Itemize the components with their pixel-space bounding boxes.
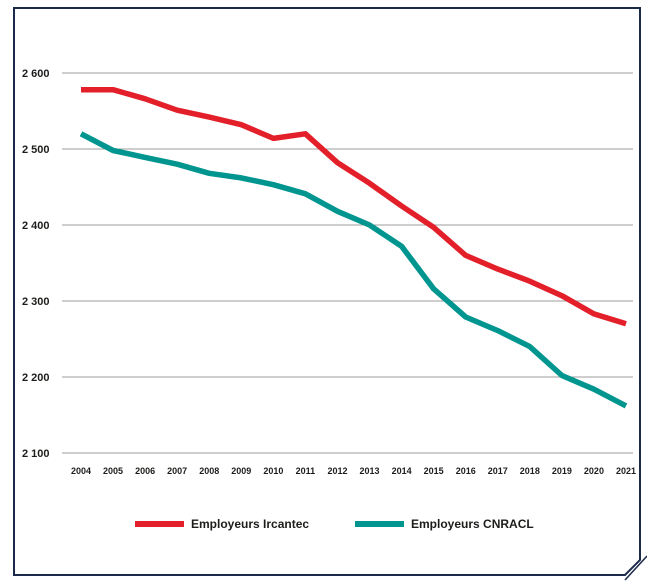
- x-tick-label: 2019: [552, 466, 572, 476]
- x-tick-label: 2015: [424, 466, 444, 476]
- x-tick-labels: 2004 2005 2006 2007 2008 2009 2010 2011 2012 2013…: [71, 466, 636, 476]
- x-tick-label: 2011: [296, 466, 316, 476]
- x-tick-label: 2008: [199, 466, 219, 476]
- y-tick-label: 2 400: [22, 220, 50, 232]
- y-tick-label: 2 300: [22, 296, 50, 308]
- x-tick-label: 2004: [71, 466, 91, 476]
- series-lines: [81, 90, 626, 406]
- series-line-0: [81, 90, 626, 324]
- x-tick-label: 2016: [456, 466, 476, 476]
- y-tick-label: 2 100: [22, 448, 50, 460]
- x-tick-label: 2010: [263, 466, 283, 476]
- grid-lines: [62, 73, 633, 453]
- x-tick-label: 2005: [103, 466, 123, 476]
- x-tick-label: 2014: [392, 466, 412, 476]
- x-tick-label: 2006: [135, 466, 155, 476]
- x-tick-label: 2007: [167, 466, 187, 476]
- legend: Employeurs Ircantec Employeurs CNRACL: [135, 517, 534, 531]
- x-tick-label: 2018: [520, 466, 540, 476]
- y-tick-label: 2 200: [22, 372, 50, 384]
- x-tick-label: 2017: [488, 466, 508, 476]
- x-tick-label: 2012: [327, 466, 347, 476]
- x-tick-label: 2013: [360, 466, 380, 476]
- x-tick-label: 2009: [231, 466, 251, 476]
- x-tick-label: 2020: [584, 466, 604, 476]
- y-tick-label: 2 500: [22, 144, 50, 156]
- legend-label-0: Employeurs Ircantec: [191, 517, 309, 531]
- y-tick-label: 2 600: [22, 68, 50, 80]
- x-tick-label: 2021: [616, 466, 636, 476]
- frame-corner-accent: [625, 556, 647, 580]
- y-tick-labels: 2 100 2 200 2 300 2 400 2 500 2 600: [22, 68, 50, 460]
- legend-label-1: Employeurs CNRACL: [411, 517, 534, 531]
